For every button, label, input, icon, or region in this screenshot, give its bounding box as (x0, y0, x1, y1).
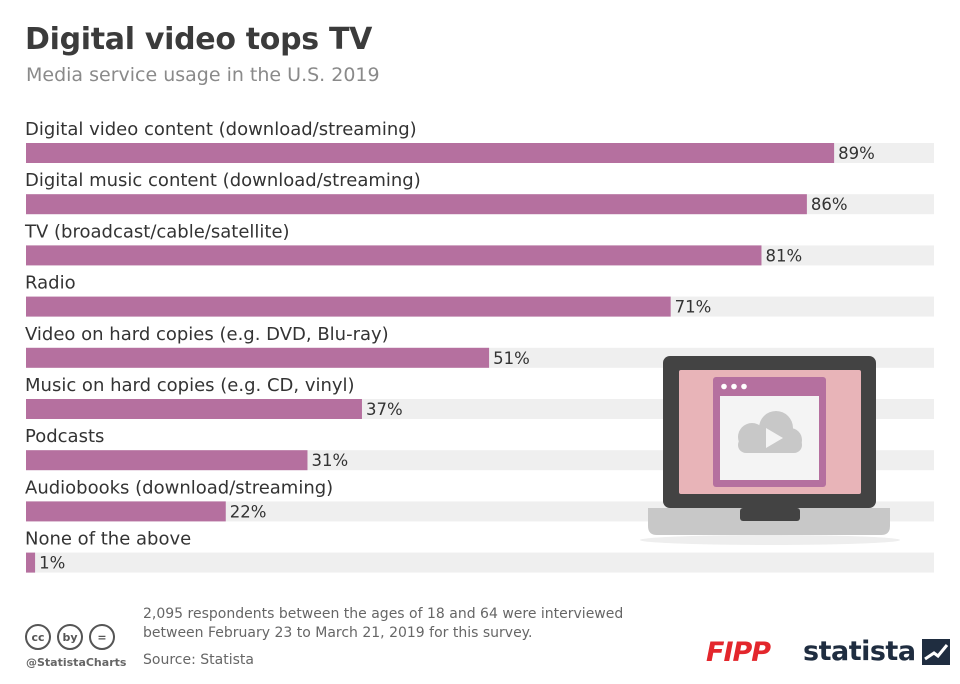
category-label: Podcasts (25, 426, 104, 447)
bar (26, 296, 671, 317)
bars-layer: Digital video content (download/streamin… (24, 119, 934, 573)
statista-logo: statista (803, 636, 950, 667)
value-label: 89% (838, 144, 875, 163)
attribution-icon: by (57, 624, 83, 650)
value-label: 51% (493, 349, 530, 368)
bar (26, 501, 226, 522)
window-dot-icon (731, 383, 737, 390)
bar (26, 143, 835, 163)
value-label: 81% (765, 246, 802, 265)
window-dot-icon (741, 383, 747, 390)
fipp-logo: FIPP (706, 637, 771, 668)
category-label: Music on hard copies (e.g. CD, vinyl) (25, 375, 355, 396)
value-label: 86% (811, 195, 848, 214)
social-handle: @StatistaCharts (26, 656, 127, 669)
bar (26, 450, 308, 471)
bar (26, 552, 36, 573)
category-label: Radio (25, 273, 76, 294)
bar (26, 245, 762, 266)
laptop-shadow (640, 535, 900, 545)
cc-icon: cc (25, 624, 51, 650)
bar (26, 347, 490, 368)
category-label: TV (broadcast/cable/satellite) (24, 221, 290, 242)
survey-note-line: between February 23 to March 21, 2019 fo… (143, 625, 533, 641)
creative-commons-icons: cc by = (25, 624, 115, 650)
value-label: 37% (366, 400, 403, 419)
value-label: 71% (675, 298, 712, 317)
bar (26, 194, 807, 215)
category-label: Digital music content (download/streamin… (25, 170, 421, 191)
laptop-notch (740, 508, 800, 521)
laptop-cloud-video-icon (640, 356, 900, 545)
bar-chart: Digital video content (download/streamin… (24, 119, 934, 573)
survey-note: 2,095 respondents between the ages of 18… (143, 605, 703, 643)
category-label: Audiobooks (download/streaming) (25, 477, 333, 498)
no-derivatives-icon: = (89, 624, 115, 650)
value-label: 31% (311, 451, 348, 470)
source-text: Source: Statista (143, 652, 254, 668)
category-label: Video on hard copies (e.g. DVD, Blu-ray) (25, 324, 389, 345)
bar-track (26, 552, 934, 573)
chart-title: Digital video tops TV (25, 22, 373, 57)
laptop-base (648, 508, 890, 535)
category-label: Digital video content (download/streamin… (25, 119, 417, 140)
statista-mark-icon (921, 638, 950, 665)
bar (26, 399, 362, 419)
statista-wordmark: statista (803, 636, 916, 667)
chart-subtitle: Media service usage in the U.S. 2019 (26, 64, 380, 86)
cloud-icon (738, 411, 802, 453)
play-icon (766, 428, 783, 448)
window-dot-icon (721, 383, 727, 390)
survey-note-line: 2,095 respondents between the ages of 18… (143, 606, 624, 622)
value-label: 1% (39, 554, 65, 573)
category-label: None of the above (25, 529, 191, 550)
value-label: 22% (230, 502, 267, 521)
